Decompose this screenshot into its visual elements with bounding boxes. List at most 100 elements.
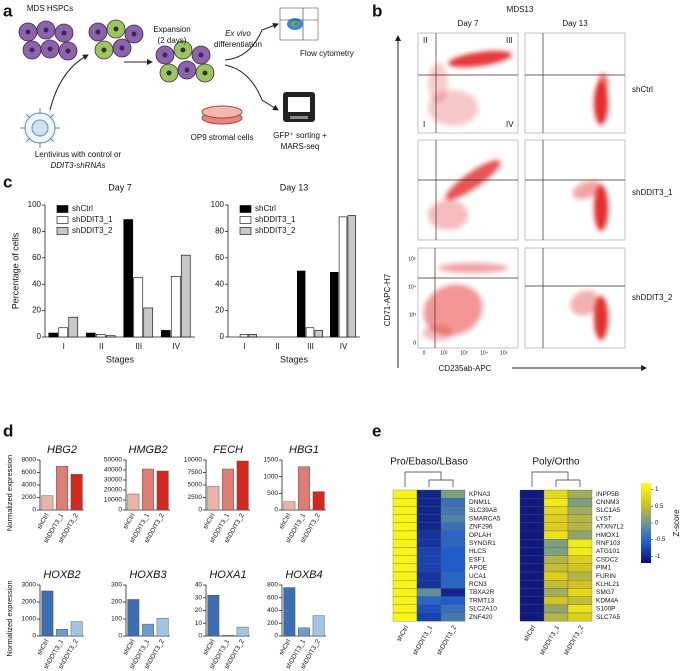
y-tick-label: 400 xyxy=(267,607,278,614)
heatmap-cell xyxy=(440,547,466,556)
flow-icon xyxy=(279,7,319,41)
x-tick-label: IV xyxy=(340,342,348,351)
heatmap-cell xyxy=(392,514,418,523)
colorbar-tick-label: 0 xyxy=(655,521,659,527)
row-label: SLC1A5 xyxy=(596,507,621,514)
bar xyxy=(56,466,68,511)
y-tick-label: 1000 xyxy=(22,616,37,623)
row-label: ATXN7L2 xyxy=(596,524,624,531)
heatmap-cell xyxy=(440,555,466,564)
heatmap-cell xyxy=(440,580,466,589)
column-label: shDDIT3_2 xyxy=(563,624,586,656)
colorbar xyxy=(641,483,651,563)
bar xyxy=(283,587,296,637)
heatmap-cell xyxy=(416,489,442,499)
y-tick-label: 0 xyxy=(32,507,36,514)
y-tick-label: 80 xyxy=(32,227,41,236)
y-tick-label: 0 xyxy=(413,340,416,346)
heatmap-cell xyxy=(519,604,545,614)
heatmap-cell xyxy=(567,555,593,564)
row-label: PIM1 xyxy=(596,565,612,572)
x-tick-label: shCtrl xyxy=(122,512,137,531)
heatmap-cell xyxy=(567,596,593,605)
y-tick-label: 600 xyxy=(267,594,278,601)
bar xyxy=(180,254,191,338)
row-label: KPNA3 xyxy=(469,491,491,498)
quadrant-label: III xyxy=(506,36,513,45)
flow-row: shDDIT3_1 xyxy=(632,188,673,197)
quadrant-label: I xyxy=(423,120,425,129)
event-cloud xyxy=(570,290,608,340)
column-label: shCtrl xyxy=(396,624,411,643)
chart-title: Poly/Ortho xyxy=(532,457,580,468)
bar xyxy=(236,626,249,637)
label: Lentivirus with control or xyxy=(35,150,122,159)
row-label: SMG7 xyxy=(596,589,615,596)
chart-title: Day 7 xyxy=(108,182,132,192)
row-label: SLC2A10 xyxy=(469,606,497,613)
heatmap-cell xyxy=(440,604,466,614)
y-tick-label: 0 xyxy=(220,332,225,341)
chart-title: HBG1 xyxy=(289,444,319,456)
chart-title: HOXB2 xyxy=(43,569,80,581)
virus xyxy=(20,108,60,148)
colorbar-tick-label: 0.5 xyxy=(655,504,664,510)
y-tick-label: 20 xyxy=(195,607,203,614)
event-cloud xyxy=(572,180,608,231)
y-tick-label: 8000 xyxy=(22,457,37,464)
heatmap-cell xyxy=(392,498,418,507)
bar xyxy=(58,327,69,338)
cell-cluster xyxy=(18,20,78,61)
row-label: ZNF296 xyxy=(469,524,493,531)
legend-label: shCtrl xyxy=(72,204,93,213)
bar xyxy=(170,275,181,338)
heatmap-cell xyxy=(392,588,418,597)
heatmap-cell xyxy=(519,539,545,548)
y-tick-label: 10000 xyxy=(104,497,122,504)
cell-cluster xyxy=(155,40,215,83)
heatmap-cell xyxy=(519,489,545,499)
label: differentiation xyxy=(214,40,262,49)
y-tick-label: 100 xyxy=(211,200,225,209)
heatmap-cell xyxy=(392,563,418,573)
legend-swatch xyxy=(239,227,252,235)
bar xyxy=(142,623,154,637)
flow-title: MDS13 xyxy=(507,5,534,14)
bar xyxy=(41,495,54,511)
heatmap-cell xyxy=(567,506,593,515)
y-tick-label: 200 xyxy=(111,599,122,606)
density xyxy=(428,63,448,103)
event-cloud xyxy=(428,50,512,126)
x-tick-label: III xyxy=(307,342,314,351)
heatmap-cell xyxy=(543,612,569,622)
density xyxy=(598,73,608,93)
density xyxy=(448,50,512,68)
heatmap-cell xyxy=(416,506,442,515)
bar xyxy=(70,621,83,637)
y-tick-label: 2500 xyxy=(188,494,203,501)
colorbar-tick-label: -1 xyxy=(655,554,661,560)
heatmap-cell xyxy=(440,514,466,523)
x-axis-label: Stages xyxy=(280,354,309,364)
x-tick-label: shCtrl xyxy=(202,512,217,531)
plot-frame xyxy=(524,32,626,134)
y-tick-label: 3000 xyxy=(22,582,37,589)
density xyxy=(438,263,508,273)
heatmap-cell xyxy=(392,612,418,622)
panel-label: e xyxy=(372,421,381,440)
y-tick-label: 0 xyxy=(32,633,36,640)
flow-plot xyxy=(524,139,626,241)
heatmap-cell xyxy=(567,580,593,589)
column-label: shDDIT3_2 xyxy=(436,624,459,656)
legend-swatch xyxy=(56,227,69,235)
arrow xyxy=(224,64,279,111)
x-tick-label: shCtrl xyxy=(122,638,137,657)
bar xyxy=(222,635,234,637)
flow-column: Day 7 xyxy=(458,19,479,28)
bar xyxy=(142,468,154,511)
heatmap-cell xyxy=(440,522,466,532)
y-tick-label: 40000 xyxy=(104,467,122,474)
bar xyxy=(133,277,144,338)
heatmap-cell xyxy=(567,489,593,499)
heatmap-cell xyxy=(567,604,593,614)
